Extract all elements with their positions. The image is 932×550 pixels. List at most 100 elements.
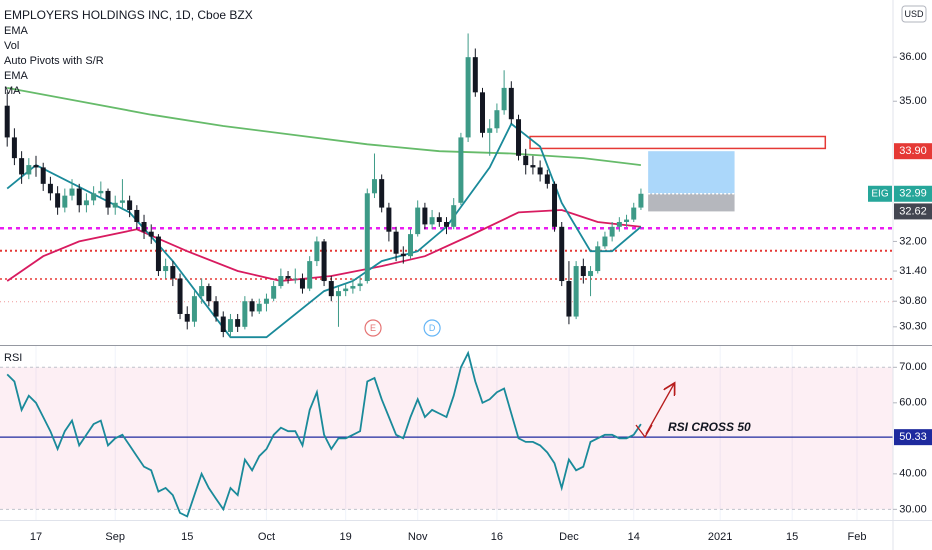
candle-body xyxy=(271,286,277,299)
event-marker[interactable] xyxy=(364,319,382,337)
candle-body xyxy=(55,193,61,208)
candle-body xyxy=(292,278,298,280)
currency-box[interactable] xyxy=(901,5,927,23)
legend-item: EMA xyxy=(4,25,29,37)
y-tick-label: 32.00 xyxy=(899,235,927,247)
candle-body xyxy=(552,183,558,227)
candle-body xyxy=(76,188,82,206)
x-tick-label: 14 xyxy=(628,531,640,543)
candle-body xyxy=(487,128,493,133)
symbol-tag: EIG xyxy=(871,188,888,199)
event-label: E xyxy=(370,323,376,333)
x-tick-label: 2021 xyxy=(708,531,732,543)
candle-body xyxy=(530,165,536,168)
event-label: D xyxy=(429,323,436,333)
candle-body xyxy=(407,234,413,257)
candle-body xyxy=(350,286,356,289)
x-tick-label: Dec xyxy=(559,531,579,543)
annotation-text: RSI CROSS 50 xyxy=(668,420,751,434)
candle-body xyxy=(436,217,442,222)
candle-body xyxy=(357,283,363,287)
candle-body xyxy=(155,236,161,272)
price-label-bg xyxy=(894,143,932,160)
candle-body xyxy=(458,137,464,203)
candle-body xyxy=(26,165,32,175)
candle-body xyxy=(444,221,449,227)
candle-body xyxy=(400,253,406,257)
legend-item: EMA xyxy=(4,70,29,82)
candle-body xyxy=(47,183,53,194)
y-tick-label: 31.40 xyxy=(899,265,927,277)
price-label: 32.99 xyxy=(899,188,927,200)
candle-body xyxy=(364,193,370,282)
legend-item: Auto Pivots with S/R xyxy=(4,55,104,67)
candle-body xyxy=(148,231,154,237)
y-tick-label: 35.00 xyxy=(899,95,927,107)
candle-body xyxy=(33,165,39,168)
rsi-line xyxy=(6,350,642,518)
price-label-bg xyxy=(894,185,932,202)
candle-body xyxy=(537,167,543,175)
candle-body xyxy=(328,281,334,297)
candle-body xyxy=(112,202,118,208)
candle-body xyxy=(393,231,399,254)
candle-body xyxy=(278,276,284,287)
candle-body xyxy=(263,298,269,304)
candle-body xyxy=(11,137,17,159)
candle-body xyxy=(321,241,327,282)
candle-body xyxy=(379,179,385,208)
cross-mark xyxy=(635,424,653,439)
event-marker[interactable] xyxy=(423,319,441,337)
currency: USD xyxy=(904,9,924,19)
y-tick-label: 70.00 xyxy=(899,361,927,373)
legend-item: MA xyxy=(4,85,21,97)
candle-body xyxy=(415,207,421,235)
candle-body xyxy=(631,207,637,220)
legend: EMPLOYERS HOLDINGS INC, 1D, Cboe BZX RSI… xyxy=(4,8,253,364)
candle-body xyxy=(69,188,75,196)
candle-body xyxy=(256,303,262,312)
rsi-band xyxy=(0,367,893,510)
candle-body xyxy=(119,200,125,203)
candle-body xyxy=(451,205,457,227)
x-tick-label: Sep xyxy=(105,531,125,543)
candle-body xyxy=(213,301,219,317)
x-tick-label: 15 xyxy=(181,531,193,543)
indicator-line xyxy=(7,87,642,166)
candle-body xyxy=(573,266,579,317)
candle-body xyxy=(544,174,550,184)
candle-body xyxy=(429,217,435,225)
candle-body xyxy=(624,219,630,222)
candle-body xyxy=(206,286,212,302)
chart-title: EMPLOYERS HOLDINGS INC, 1D, Cboe BZX xyxy=(4,8,253,22)
candle-body xyxy=(480,92,486,133)
candle-body xyxy=(4,105,10,138)
stop-zone xyxy=(648,193,735,212)
candle-body xyxy=(199,286,205,297)
candle-body xyxy=(602,236,608,247)
x-tick-label: Nov xyxy=(408,531,428,543)
indicator-line xyxy=(6,209,641,282)
candle-body xyxy=(170,266,176,279)
x-tick-label: Feb xyxy=(848,531,867,543)
legend-item: Vol xyxy=(4,40,19,52)
candle-body xyxy=(371,179,377,194)
candle-body xyxy=(163,266,169,272)
candle-body xyxy=(580,266,586,277)
candle-body xyxy=(19,158,25,175)
candle-body xyxy=(220,316,226,332)
price-label-bg xyxy=(894,203,932,220)
rsi-level-label: 50.33 xyxy=(899,431,927,443)
x-tick-label: 17 xyxy=(30,531,42,543)
candle-body xyxy=(638,193,644,208)
candle-body xyxy=(335,291,341,297)
candle-body xyxy=(141,221,147,232)
y-tick-label: 40.00 xyxy=(899,468,927,480)
y-tick-label: 36.00 xyxy=(899,51,927,63)
candle-body xyxy=(40,167,46,184)
y-tick-label: 60.00 xyxy=(899,397,927,409)
resistance-box xyxy=(529,135,827,150)
candle-body xyxy=(307,261,313,289)
